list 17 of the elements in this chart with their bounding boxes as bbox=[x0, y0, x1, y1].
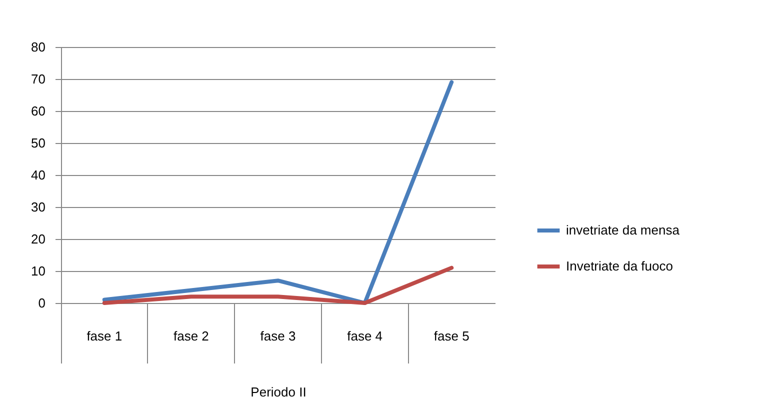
y-tick-label: 30 bbox=[31, 200, 46, 214]
legend-label: Invetriate da fuoco bbox=[566, 258, 673, 274]
legend-label: invetriate da mensa bbox=[566, 222, 680, 238]
x-tick-label: fase 3 bbox=[260, 328, 296, 344]
x-tick-label: fase 5 bbox=[434, 328, 470, 344]
x-tick-label: fase 4 bbox=[347, 328, 383, 344]
y-tick-label: 40 bbox=[31, 168, 46, 182]
y-tick-label: 60 bbox=[31, 104, 46, 118]
x-tick-label: fase 2 bbox=[173, 328, 209, 344]
y-tick-label: 10 bbox=[31, 264, 46, 278]
x-axis-title: Periodo II bbox=[250, 384, 306, 400]
y-tick-label: 20 bbox=[31, 232, 46, 246]
y-tick-label: 50 bbox=[31, 136, 46, 150]
x-tick-label: fase 1 bbox=[86, 328, 122, 344]
y-tick-label: 70 bbox=[31, 72, 46, 86]
y-tick-label: 80 bbox=[31, 40, 46, 54]
y-tick-label: 0 bbox=[38, 296, 46, 310]
